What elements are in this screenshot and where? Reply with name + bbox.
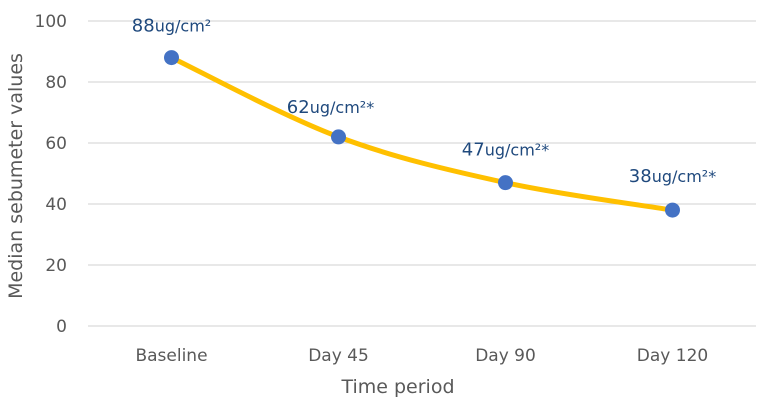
data-label-unit: ug/cm²* xyxy=(310,98,374,117)
x-tick-label: Baseline xyxy=(135,346,207,366)
data-label: 38ug/cm²* xyxy=(629,166,716,187)
data-label-value: 62 xyxy=(287,97,310,118)
y-tick-label: 20 xyxy=(45,256,67,276)
data-label-unit: ug/cm² xyxy=(155,17,211,36)
x-tick-label: Day 120 xyxy=(637,346,708,366)
y-tick-label: 100 xyxy=(35,12,67,32)
data-label: 47ug/cm²* xyxy=(462,140,549,161)
data-point xyxy=(498,175,513,191)
series-line xyxy=(169,55,675,213)
data-point xyxy=(164,50,179,66)
y-tick-label: 80 xyxy=(45,73,67,93)
data-label-value: 38 xyxy=(629,166,652,187)
y-axis-title: Median sebumeter values xyxy=(5,53,27,299)
data-label-unit: ug/cm²* xyxy=(485,141,549,160)
data-point xyxy=(665,202,680,218)
x-tick-label: Day 45 xyxy=(308,346,369,366)
data-label-value: 88 xyxy=(132,16,155,37)
data-label: 62ug/cm²* xyxy=(287,97,374,118)
data-label-unit: ug/cm²* xyxy=(652,167,716,186)
x-axis-title: Time period xyxy=(340,376,454,398)
data-label-value: 47 xyxy=(462,140,485,161)
y-tick-label: 60 xyxy=(45,134,67,154)
y-tick-label: 40 xyxy=(45,195,67,215)
x-tick-label: Day 90 xyxy=(475,346,536,366)
data-label: 88ug/cm² xyxy=(132,16,211,37)
data-point xyxy=(331,129,346,145)
y-tick-label: 0 xyxy=(56,317,67,337)
